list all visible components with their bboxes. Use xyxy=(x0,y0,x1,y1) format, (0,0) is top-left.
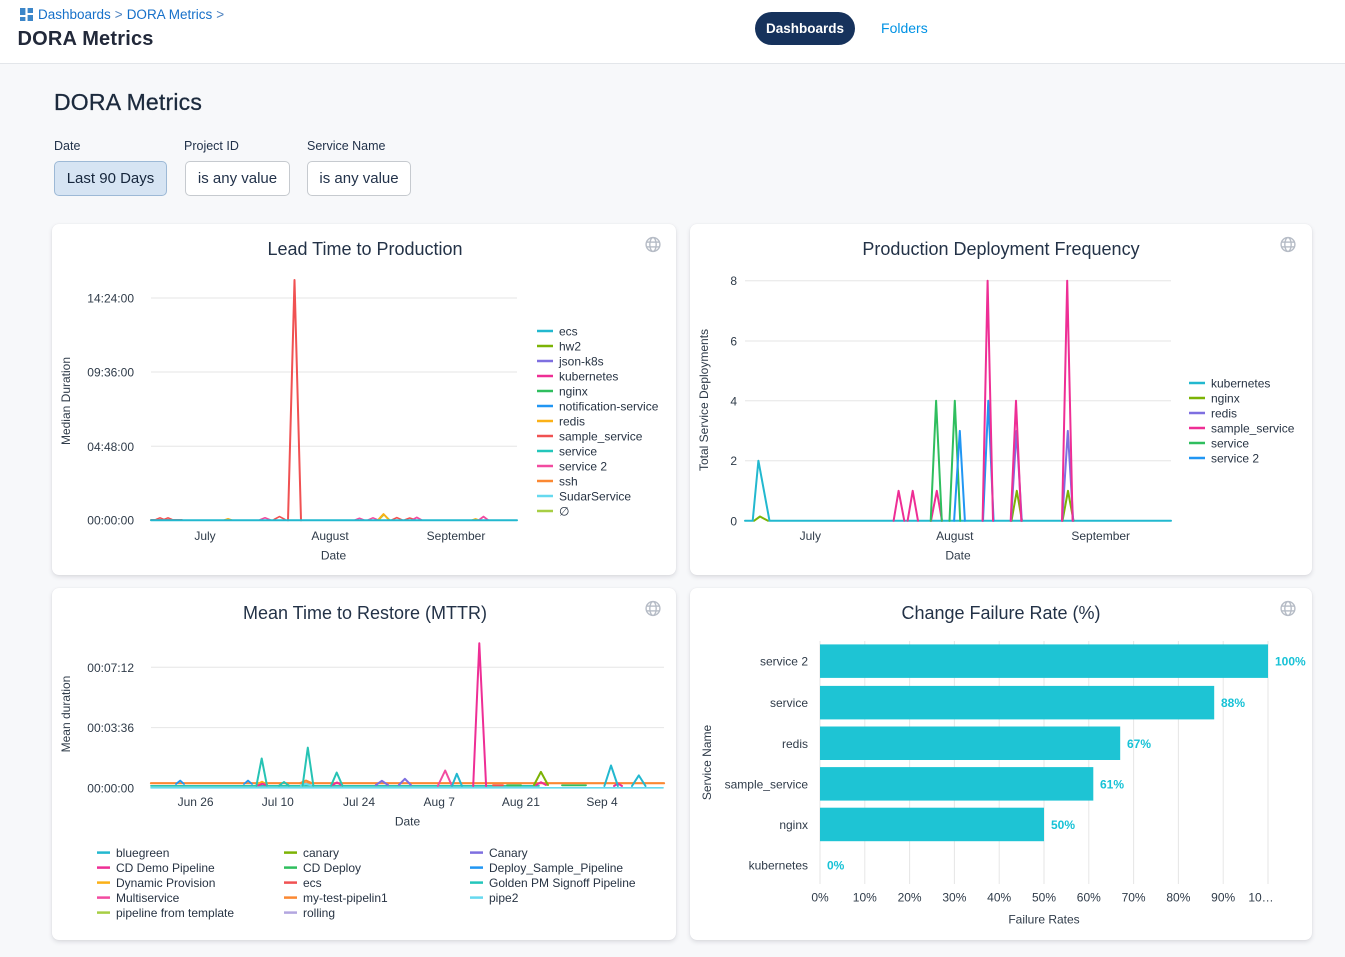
svg-text:Multiservice: Multiservice xyxy=(116,891,180,905)
svg-text:service 2: service 2 xyxy=(1211,452,1259,466)
svg-text:August: August xyxy=(936,529,974,543)
svg-text:nginx: nginx xyxy=(1211,392,1240,406)
svg-text:Date: Date xyxy=(395,815,421,829)
svg-text:August: August xyxy=(311,529,349,543)
svg-text:Lead Time to Production: Lead Time to Production xyxy=(267,239,462,259)
svg-text:Total Service Deployments: Total Service Deployments xyxy=(697,329,711,471)
svg-text:50%: 50% xyxy=(1051,818,1075,832)
svg-text:service: service xyxy=(1211,437,1249,451)
svg-text:redis: redis xyxy=(1211,407,1237,421)
svg-text:70%: 70% xyxy=(1122,891,1146,905)
svg-text:Median Duration: Median Duration xyxy=(59,357,73,445)
svg-text:sample_service: sample_service xyxy=(1211,422,1295,436)
svg-text:notification-service: notification-service xyxy=(559,400,659,414)
svg-text:0%: 0% xyxy=(827,859,845,873)
svg-text:2: 2 xyxy=(730,454,737,468)
svg-text:sample_service: sample_service xyxy=(559,430,643,444)
svg-text:6: 6 xyxy=(730,335,737,349)
svg-text:61%: 61% xyxy=(1100,777,1124,791)
svg-text:Service Name: Service Name xyxy=(700,724,714,800)
svg-text:Failure Rates: Failure Rates xyxy=(1008,912,1079,926)
svg-text:CD Deploy: CD Deploy xyxy=(303,861,361,875)
svg-text:Dynamic Provision: Dynamic Provision xyxy=(116,876,215,890)
svg-text:canary: canary xyxy=(303,846,339,860)
svg-text:September: September xyxy=(427,529,486,543)
svg-text:rolling: rolling xyxy=(303,906,335,920)
svg-text:Mean Time to Restore (MTTR): Mean Time to Restore (MTTR) xyxy=(243,603,487,623)
svg-text:∅: ∅ xyxy=(559,505,569,519)
svg-text:Change Failure Rate (%): Change Failure Rate (%) xyxy=(901,603,1100,623)
svg-text:50%: 50% xyxy=(1032,891,1056,905)
svg-text:Jul 24: Jul 24 xyxy=(343,795,375,809)
svg-text:Deploy_Sample_Pipeline: Deploy_Sample_Pipeline xyxy=(489,861,623,875)
svg-text:Golden PM Signoff Pipeline: Golden PM Signoff Pipeline xyxy=(489,876,636,890)
svg-text:ecs: ecs xyxy=(303,876,322,890)
svg-text:July: July xyxy=(800,529,821,543)
svg-text:nginx: nginx xyxy=(559,385,588,399)
svg-text:pipeline from template: pipeline from template xyxy=(116,906,234,920)
svg-text:14:24:00: 14:24:00 xyxy=(87,292,134,306)
svg-text:00:00:00: 00:00:00 xyxy=(87,514,134,528)
svg-text:88%: 88% xyxy=(1221,696,1245,710)
svg-text:pipe2: pipe2 xyxy=(489,891,519,905)
svg-text:Sep 4: Sep 4 xyxy=(586,795,618,809)
svg-text:kubernetes: kubernetes xyxy=(559,370,618,384)
svg-text:SudarService: SudarService xyxy=(559,490,631,504)
svg-text:10…: 10… xyxy=(1248,891,1273,905)
svg-text:90%: 90% xyxy=(1211,891,1235,905)
svg-text:Canary: Canary xyxy=(489,846,528,860)
svg-text:60%: 60% xyxy=(1077,891,1101,905)
svg-text:0%: 0% xyxy=(811,891,829,905)
svg-text:json-k8s: json-k8s xyxy=(558,355,604,369)
svg-text:09:36:00: 09:36:00 xyxy=(87,366,134,380)
svg-text:redis: redis xyxy=(782,737,808,751)
svg-text:ssh: ssh xyxy=(559,475,578,489)
svg-text:ecs: ecs xyxy=(559,325,578,339)
svg-text:CD Demo Pipeline: CD Demo Pipeline xyxy=(116,861,215,875)
svg-text:Production Deployment Frequenc: Production Deployment Frequency xyxy=(862,239,1139,259)
svg-text:4: 4 xyxy=(730,394,737,408)
svg-text:sample_service: sample_service xyxy=(725,777,809,791)
svg-text:hw2: hw2 xyxy=(559,340,581,354)
svg-text:10%: 10% xyxy=(853,891,877,905)
svg-text:service 2: service 2 xyxy=(760,655,808,669)
svg-text:July: July xyxy=(194,529,215,543)
svg-text:September: September xyxy=(1071,529,1130,543)
svg-text:Aug 21: Aug 21 xyxy=(502,795,540,809)
svg-text:service: service xyxy=(770,696,808,710)
svg-text:00:07:12: 00:07:12 xyxy=(87,661,134,675)
svg-text:Date: Date xyxy=(321,549,347,563)
svg-text:bluegreen: bluegreen xyxy=(116,846,169,860)
svg-text:Jun 26: Jun 26 xyxy=(178,795,214,809)
svg-text:30%: 30% xyxy=(942,891,966,905)
svg-text:67%: 67% xyxy=(1127,737,1151,751)
svg-text:kubernetes: kubernetes xyxy=(749,859,808,873)
svg-text:my-test-pipelin1: my-test-pipelin1 xyxy=(303,891,388,905)
svg-text:nginx: nginx xyxy=(779,818,808,832)
svg-text:redis: redis xyxy=(559,415,585,429)
svg-text:Jul 10: Jul 10 xyxy=(262,795,294,809)
svg-text:Mean duration: Mean duration xyxy=(59,676,73,753)
svg-text:20%: 20% xyxy=(898,891,922,905)
svg-text:00:03:36: 00:03:36 xyxy=(87,721,134,735)
svg-text:0: 0 xyxy=(730,514,737,528)
svg-text:service 2: service 2 xyxy=(559,460,607,474)
svg-text:40%: 40% xyxy=(987,891,1011,905)
svg-text:Date: Date xyxy=(945,549,971,563)
svg-text:kubernetes: kubernetes xyxy=(1211,377,1270,391)
svg-text:Aug 7: Aug 7 xyxy=(424,795,456,809)
svg-text:8: 8 xyxy=(730,274,737,288)
svg-text:service: service xyxy=(559,445,597,459)
svg-text:04:48:00: 04:48:00 xyxy=(87,440,134,454)
svg-text:100%: 100% xyxy=(1275,655,1306,669)
svg-text:80%: 80% xyxy=(1166,891,1190,905)
svg-text:00:00:00: 00:00:00 xyxy=(87,781,134,795)
